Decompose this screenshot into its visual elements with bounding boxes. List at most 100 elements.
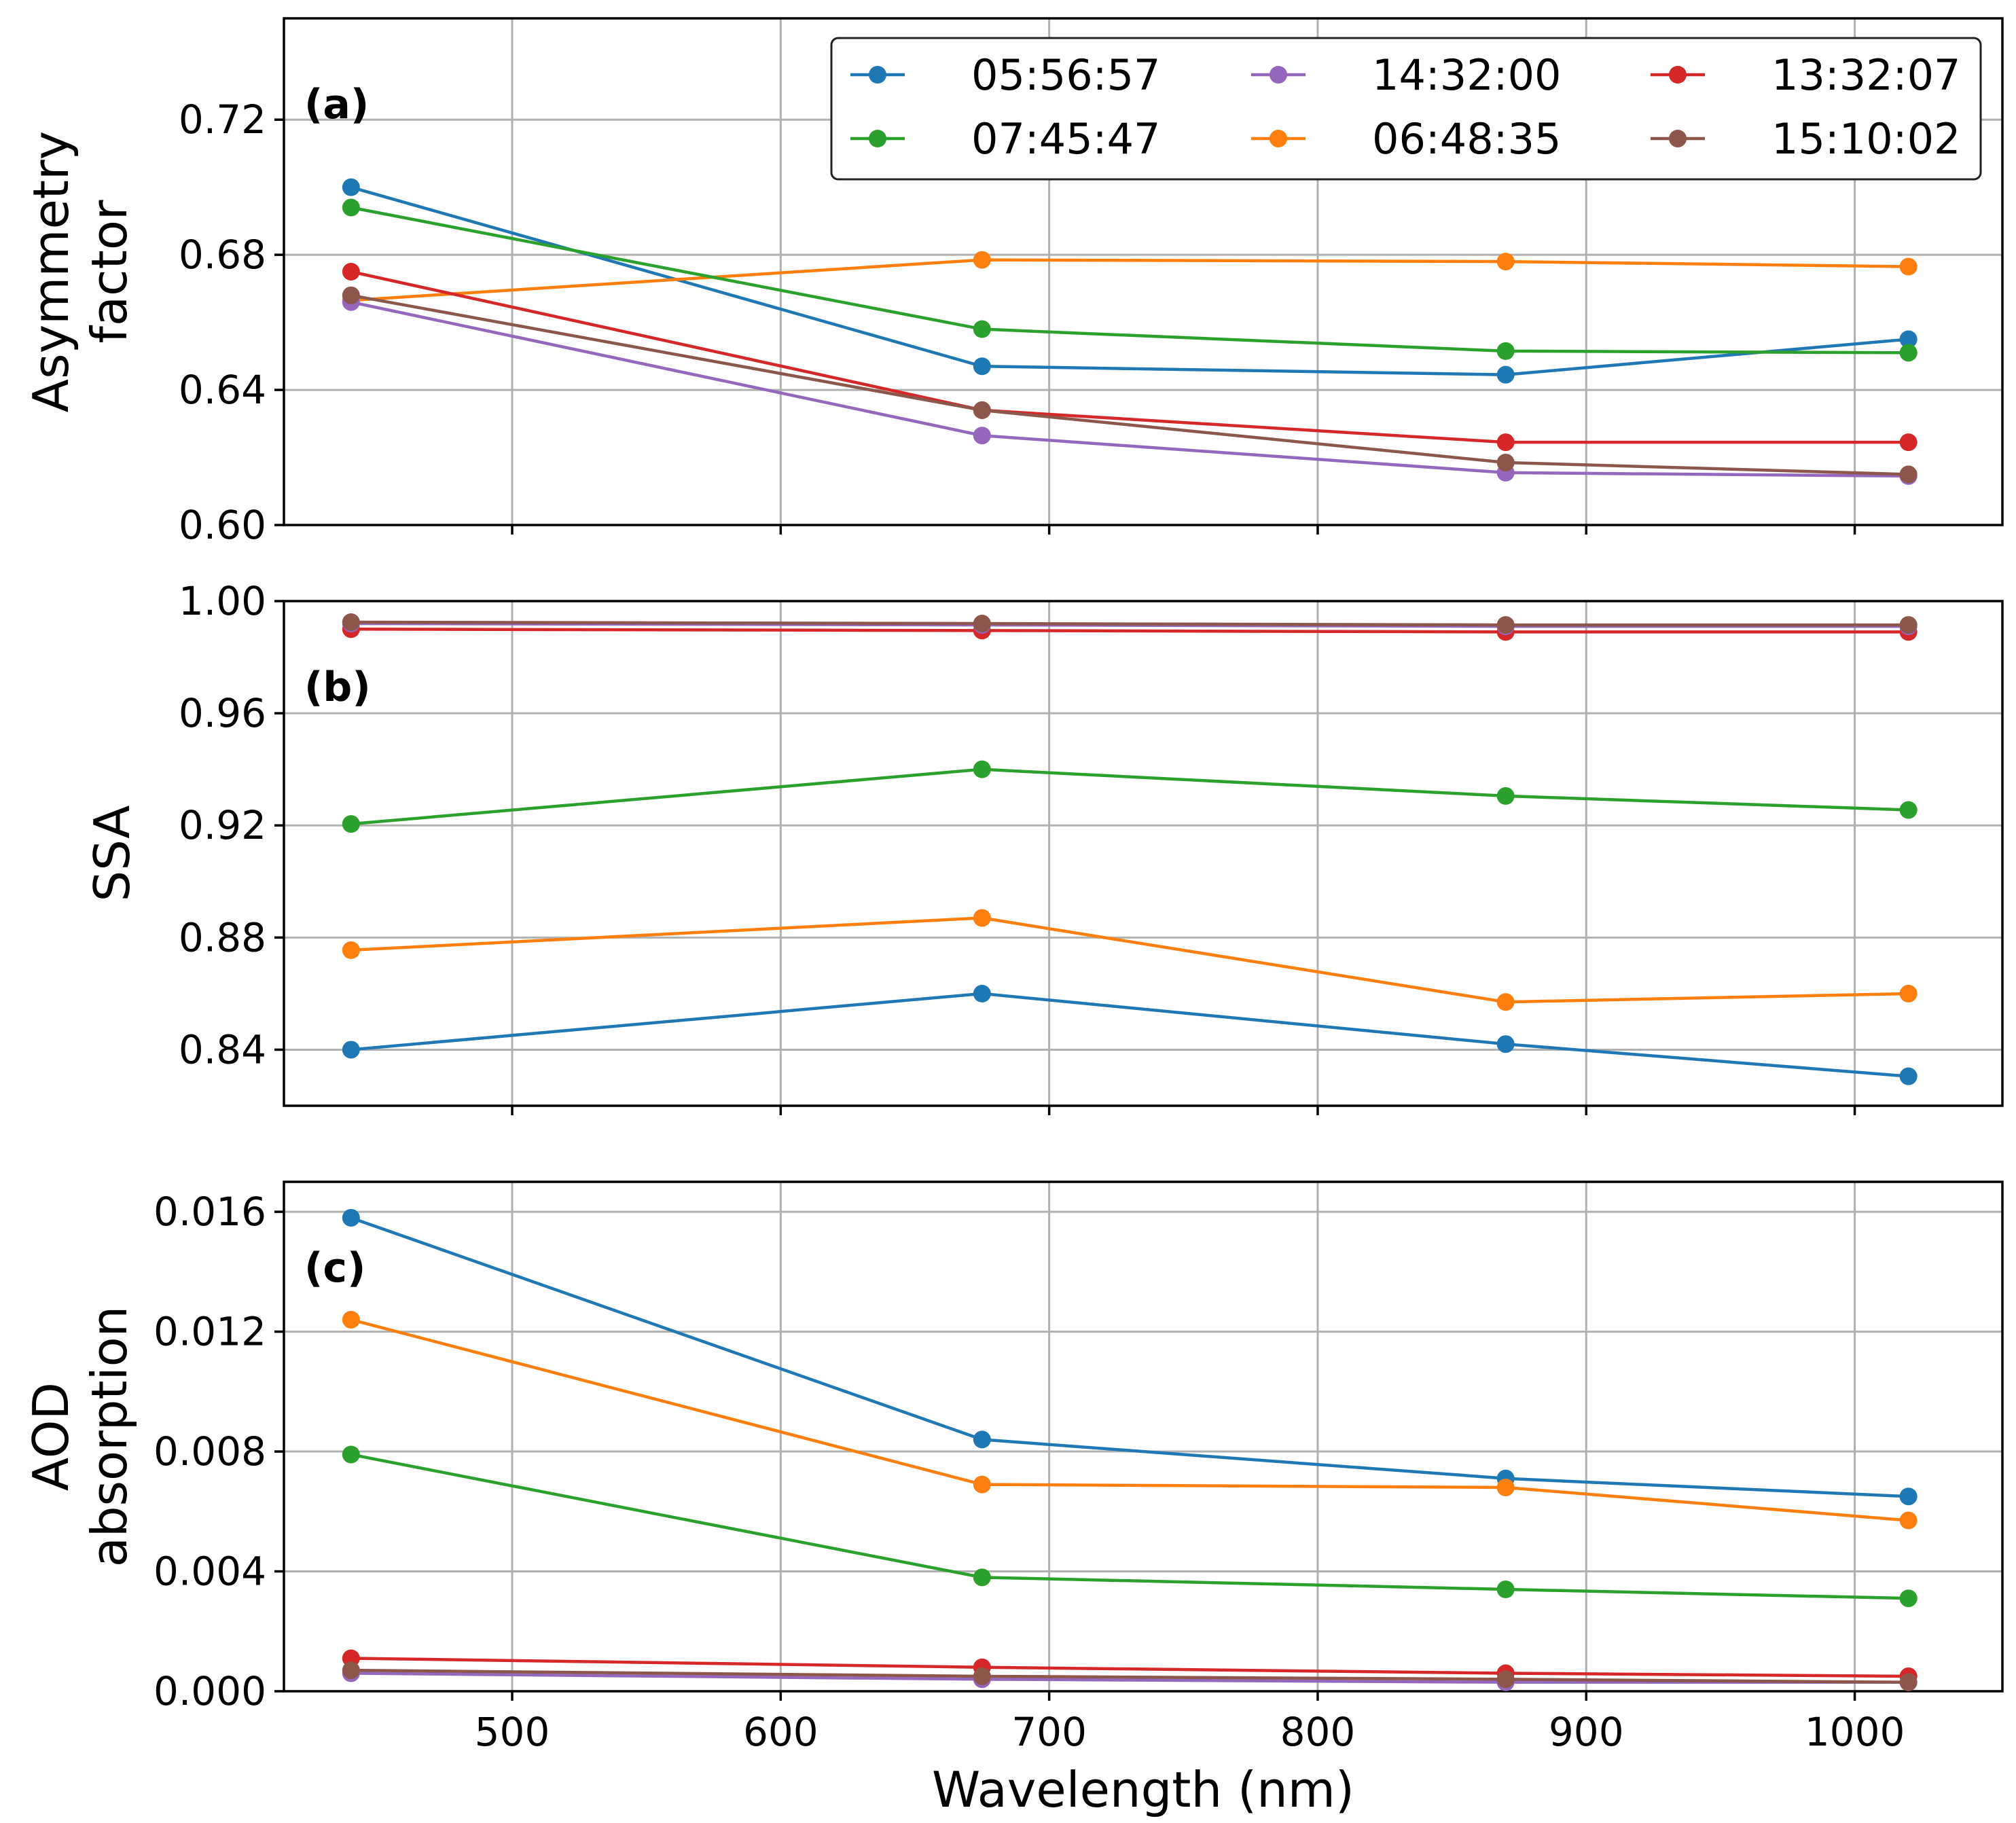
data-point [973, 984, 991, 1003]
series-line-15-10-02 [350, 293, 1909, 476]
data-point [1496, 1670, 1515, 1689]
data-point [973, 615, 991, 633]
legend-entry: 14:32:00 [1251, 50, 1561, 100]
legend-label: 06:48:35 [1372, 114, 1561, 164]
legend-entry: 13:32:07 [1651, 50, 1960, 100]
data-point [1899, 257, 1918, 276]
legend-swatch-marker [1669, 66, 1687, 84]
data-point [342, 178, 360, 196]
data-point [1899, 984, 1918, 1003]
data-point [1496, 453, 1515, 471]
data-point [973, 1430, 991, 1449]
data-point [973, 251, 991, 269]
data-point [973, 1475, 991, 1494]
legend-swatch-marker [1270, 66, 1287, 84]
y-axis-title: Asymmetry [22, 131, 79, 412]
series-line-13-32-07 [350, 628, 1909, 634]
data-point [1899, 344, 1918, 362]
series-line-05-56-57 [350, 992, 1909, 1078]
data-point [342, 1041, 360, 1059]
y-tick-label: 0.016 [154, 1189, 266, 1235]
x-tick-label: 600 [743, 1709, 818, 1755]
series-line-05-56-57 [350, 1216, 1909, 1498]
y-tick-label: 0.008 [154, 1428, 266, 1475]
data-point [1496, 993, 1515, 1011]
y-tick-label: 0.64 [179, 367, 266, 413]
panel-label-c: (c) [304, 1244, 365, 1292]
data-point [1496, 1581, 1515, 1598]
panel-frame [283, 600, 2004, 1107]
y-axis-title: AOD [22, 1382, 79, 1491]
data-point [1496, 253, 1515, 271]
legend-label: 05:56:57 [971, 50, 1160, 100]
legend-swatch-marker [869, 130, 886, 147]
data-point [342, 1661, 360, 1680]
y-tick-label: 1.00 [179, 578, 266, 624]
legend-entry: 06:48:35 [1251, 114, 1561, 164]
data-point [973, 427, 991, 445]
legend-entry: 07:45:47 [850, 114, 1160, 164]
data-point [1496, 787, 1515, 805]
series-line-06-48-35 [350, 916, 1909, 1004]
data-point [973, 760, 991, 778]
data-point [1899, 1589, 1918, 1608]
panel-frame [283, 1180, 2004, 1693]
y-tick-label: 0.000 [154, 1668, 266, 1714]
legend-entry: 15:10:02 [1651, 114, 1960, 164]
series-line-13-32-07 [350, 1657, 1909, 1678]
y-tick-label: 0.96 [179, 690, 266, 736]
data-point [1899, 433, 1918, 452]
data-point [1899, 1673, 1918, 1691]
x-tick-label: 800 [1280, 1709, 1356, 1755]
y-tick-label: 0.88 [179, 914, 266, 960]
data-point [1899, 330, 1918, 348]
series-line-07-45-47 [350, 768, 1909, 826]
data-point [342, 198, 360, 217]
x-tick-label: 500 [475, 1709, 550, 1755]
data-point [1496, 1479, 1515, 1496]
y-axis-title: factor [81, 200, 138, 343]
y-tick-label: 0.68 [179, 232, 266, 278]
x-tick-label: 900 [1549, 1709, 1624, 1755]
data-point [342, 815, 360, 833]
data-point [1899, 1067, 1918, 1085]
y-axis-title: SSA [84, 806, 141, 902]
series-line-15-10-02 [350, 1668, 1909, 1684]
legend-swatch-marker [1270, 130, 1287, 147]
panel-b: 0.84 0.88 0.92 0.96 1.00 SSA (b) [84, 578, 2004, 1115]
data-point [342, 613, 360, 631]
y-tick-label: 0.60 [179, 502, 266, 548]
y-tick-label: 0.004 [154, 1549, 266, 1595]
x-axis-title: Wavelength (nm) [932, 1761, 1354, 1818]
legend-swatch-marker [869, 66, 886, 84]
x-tick-label: 700 [1011, 1709, 1087, 1755]
data-point [342, 263, 360, 281]
data-point [973, 401, 991, 419]
data-point [1899, 616, 1918, 634]
data-point [973, 909, 991, 927]
data-point [1899, 1511, 1918, 1530]
series-line-15-10-02 [350, 620, 1909, 627]
legend-entry: 05:56:57 [850, 50, 1160, 100]
panel-frame [283, 17, 2004, 526]
series-line-06-48-35 [350, 1318, 1909, 1522]
series-line-14-32-00 [350, 300, 1909, 478]
panel-c: 0.000 0.004 0.008 0.012 0.016 500 600 700 800 900… [22, 1180, 2004, 1755]
data-point [342, 1445, 360, 1464]
data-point [342, 286, 360, 304]
x-tick-label: 1000 [1805, 1709, 1905, 1755]
series-line-06-48-35 [350, 258, 1909, 302]
y-tick-label: 0.72 [179, 96, 266, 143]
y-tick-label: 0.84 [179, 1026, 266, 1072]
legend-label: 14:32:00 [1372, 50, 1561, 100]
data-point [973, 320, 991, 338]
legend-swatch-marker [1669, 130, 1687, 147]
data-point [1899, 1487, 1918, 1506]
series-line-13-32-07 [350, 270, 1909, 444]
legend-label: 13:32:07 [1771, 50, 1960, 100]
data-point [342, 1208, 360, 1227]
data-point [1496, 1035, 1515, 1053]
